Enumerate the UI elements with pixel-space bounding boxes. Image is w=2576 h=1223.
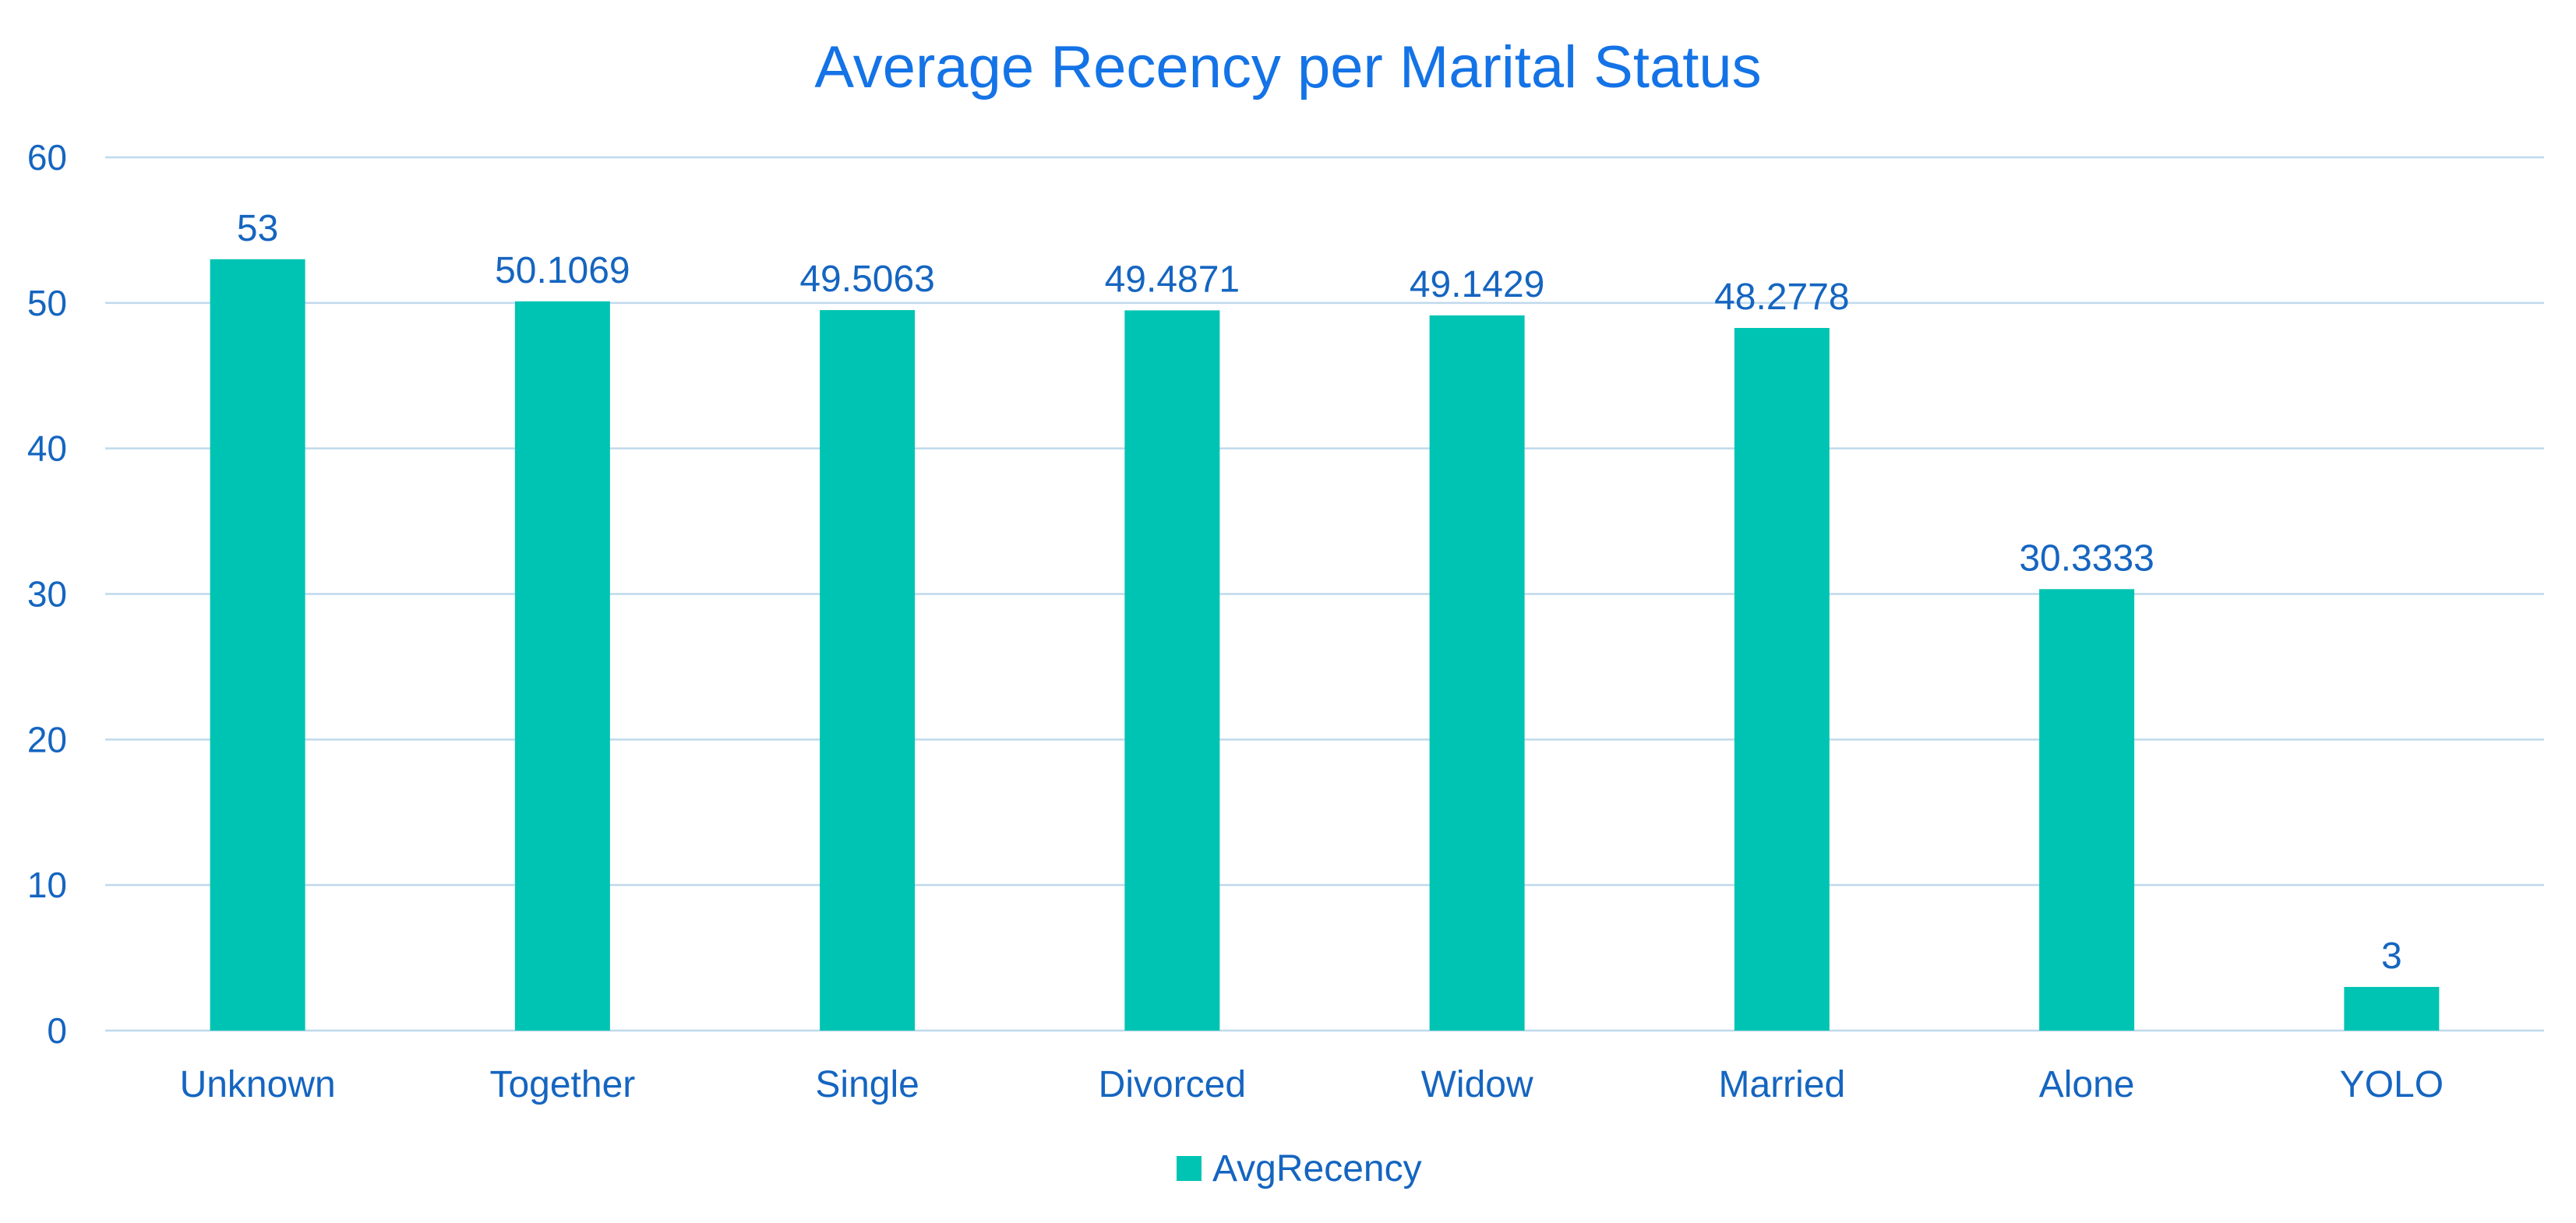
- bar-together: [514, 301, 610, 1031]
- bar-married: [1734, 328, 1830, 1031]
- x-axis-category-labels: Unknown Together Single Divorced Widow Marrie…: [180, 1064, 2444, 1105]
- x-category-label-married: Married: [1719, 1064, 1846, 1105]
- data-label-divorced: 49.4871: [1105, 259, 1240, 300]
- x-category-label-unknown: Unknown: [180, 1064, 336, 1105]
- chart-title: Average Recency per Marital Status: [814, 34, 1761, 100]
- data-label-unknown: 53: [237, 208, 278, 249]
- y-tick-label: 0: [47, 1010, 67, 1051]
- y-tick-label: 40: [27, 428, 67, 469]
- x-category-label-divorced: Divorced: [1099, 1064, 1246, 1105]
- legend-swatch: [1177, 1156, 1202, 1181]
- bar-single: [820, 310, 916, 1031]
- x-category-label-alone: Alone: [2039, 1064, 2135, 1105]
- data-label-single: 49.5063: [799, 259, 935, 300]
- y-axis-tick-labels: 0 10 20 30 40 50 60: [27, 137, 67, 1051]
- data-label-together: 50.1069: [495, 250, 630, 291]
- x-category-label-single: Single: [815, 1064, 919, 1105]
- gridlines: [105, 156, 2544, 1032]
- y-tick-label: 30: [27, 574, 67, 615]
- y-tick-label: 50: [27, 283, 67, 323]
- legend-label: AvgRecency: [1212, 1148, 1422, 1190]
- bar-alone: [2039, 589, 2135, 1031]
- x-category-label-together: Together: [489, 1064, 635, 1105]
- x-category-label-yolo: YOLO: [2340, 1064, 2444, 1105]
- bar-yolo: [2344, 986, 2440, 1031]
- data-label-yolo: 3: [2381, 936, 2402, 977]
- y-tick-label: 10: [27, 865, 67, 905]
- bar-unknown: [210, 259, 305, 1031]
- y-tick-label: 20: [27, 719, 67, 760]
- bar-divorced: [1124, 310, 1220, 1031]
- data-label-alone: 30.3333: [2019, 537, 2154, 579]
- bar-widow: [1429, 315, 1525, 1031]
- data-label-widow: 49.1429: [1410, 264, 1545, 305]
- bars: [210, 259, 2440, 1031]
- y-tick-label: 60: [27, 137, 67, 178]
- x-category-label-widow: Widow: [1421, 1064, 1533, 1105]
- legend: AvgRecency: [1177, 1148, 1422, 1190]
- data-labels: 53 50.1069 49.5063 49.4871 49.1429 48.2778 30.…: [237, 208, 2402, 977]
- data-label-married: 48.2778: [1714, 277, 1850, 318]
